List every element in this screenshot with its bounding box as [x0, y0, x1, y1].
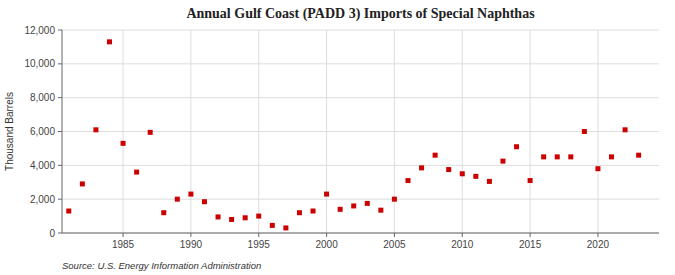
y-tick-label: 0: [49, 228, 55, 239]
y-grid-line: [62, 30, 659, 31]
point: [148, 130, 153, 135]
x-grid-line: [258, 30, 259, 233]
point: [609, 154, 614, 159]
point: [392, 197, 397, 202]
point: [500, 159, 505, 164]
point: [188, 192, 193, 197]
source: Source: U.S. Energy Information Administ…: [62, 260, 261, 271]
point: [595, 166, 600, 171]
x-tick: [597, 233, 598, 237]
x-tick-label: 1995: [248, 239, 271, 250]
x-tick: [190, 233, 191, 237]
y-grid-line: [62, 165, 659, 166]
x-grid-line: [123, 30, 124, 233]
point: [243, 215, 248, 220]
y-tick: [58, 63, 62, 64]
point: [528, 178, 533, 183]
point: [283, 225, 288, 230]
point: [405, 178, 410, 183]
point: [365, 201, 370, 206]
point: [311, 209, 316, 214]
point: [636, 153, 641, 158]
x-tick: [394, 233, 395, 237]
point: [568, 154, 573, 159]
y-tick-label: 12,000: [24, 25, 55, 36]
point: [134, 170, 139, 175]
x-tick: [326, 233, 327, 237]
point: [473, 174, 478, 179]
x-axis-line: [62, 233, 659, 234]
y-grid-line: [62, 63, 659, 64]
x-tick-label: 2000: [315, 239, 338, 250]
x-grid-line: [394, 30, 395, 233]
x-tick: [462, 233, 463, 237]
x-tick: [258, 233, 259, 237]
point: [80, 181, 85, 186]
point: [460, 171, 465, 176]
point: [66, 209, 71, 214]
point: [446, 167, 451, 172]
point: [487, 179, 492, 184]
y-tick: [58, 131, 62, 132]
point: [216, 214, 221, 219]
points: [66, 39, 641, 230]
y-grid-line: [62, 199, 659, 200]
x-tick-label: 2005: [383, 239, 406, 250]
point: [175, 197, 180, 202]
point: [202, 199, 207, 204]
point: [433, 153, 438, 158]
point: [338, 207, 343, 212]
point: [107, 39, 112, 44]
point: [623, 127, 628, 132]
point: [121, 141, 126, 146]
point: [229, 217, 234, 222]
x-tick-label: 1990: [180, 239, 203, 250]
x-grid-line: [190, 30, 191, 233]
point: [161, 210, 166, 215]
point: [378, 208, 383, 213]
x-tick-label: 2015: [519, 239, 542, 250]
y-tick: [58, 199, 62, 200]
y-tick-label: 8,000: [30, 92, 55, 103]
title: Annual Gulf Coast (PADD 3) Imports of Sp…: [186, 6, 535, 22]
x-grid-line: [530, 30, 531, 233]
x-grid-line: [597, 30, 598, 233]
x-tick-label: 2020: [587, 239, 610, 250]
point: [582, 129, 587, 134]
y-tick: [58, 165, 62, 166]
y-grid-line: [62, 233, 659, 234]
y-tick-label: 4,000: [30, 160, 55, 171]
x-tick-label: 1985: [112, 239, 135, 250]
x-tick-label: 2010: [451, 239, 474, 250]
y-axis-label: Thousand Barrels: [4, 92, 15, 171]
y-tick: [58, 97, 62, 98]
point: [324, 192, 329, 197]
x-grid-line: [462, 30, 463, 233]
point: [297, 210, 302, 215]
point: [93, 127, 98, 132]
point: [270, 223, 275, 228]
y-tick: [58, 233, 62, 234]
point: [514, 144, 519, 149]
x-grid-line: [326, 30, 327, 233]
y-tick-label: 6,000: [30, 126, 55, 137]
point: [541, 154, 546, 159]
y-axis-line: [62, 30, 63, 233]
y-grid-line: [62, 97, 659, 98]
x-tick: [123, 233, 124, 237]
point: [256, 214, 261, 219]
y-tick: [58, 30, 62, 31]
x-tick: [530, 233, 531, 237]
y-tick-label: 2,000: [30, 194, 55, 205]
point: [555, 154, 560, 159]
point: [351, 203, 356, 208]
y-tick-label: 10,000: [24, 58, 55, 69]
point: [419, 165, 424, 170]
chart: Annual Gulf Coast (PADD 3) Imports of Sp…: [0, 0, 675, 275]
